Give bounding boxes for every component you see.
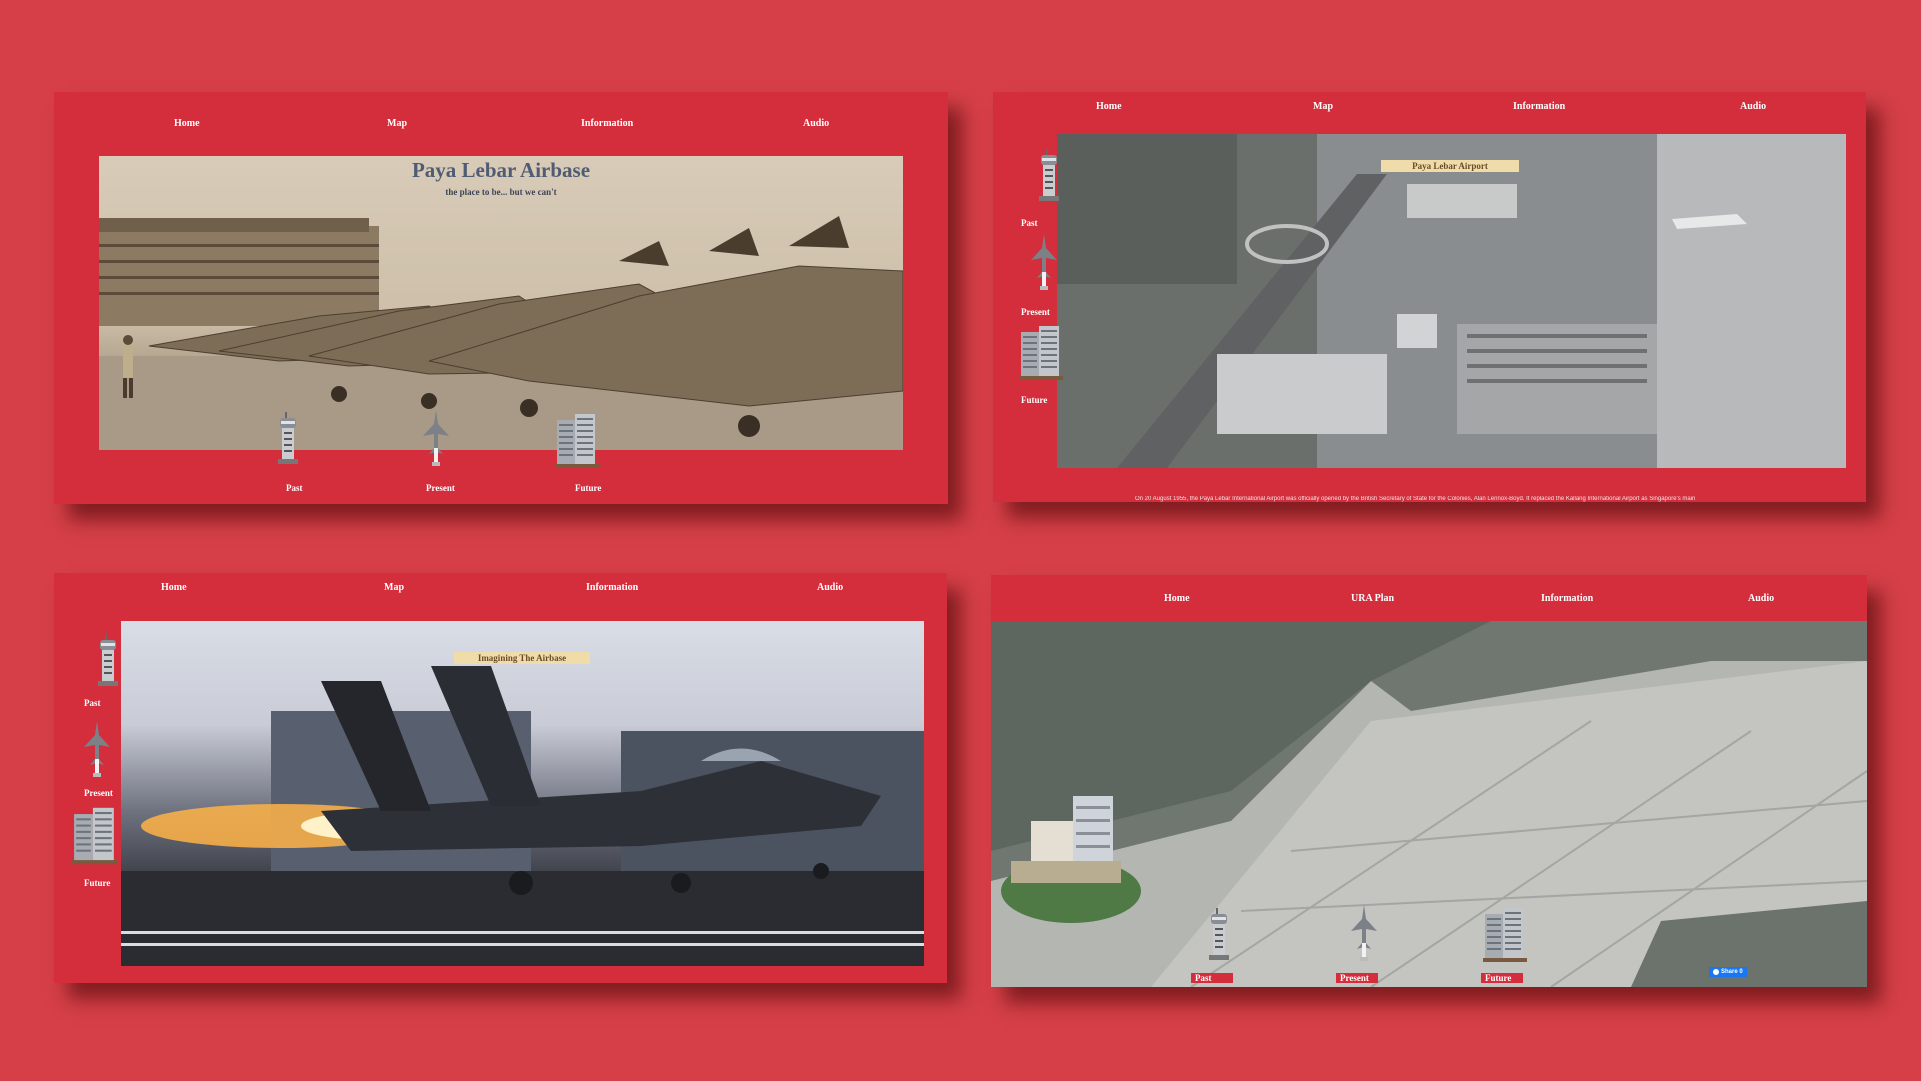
- icon-label-past[interactable]: Past: [286, 483, 303, 493]
- icon-label-future[interactable]: Future: [1481, 973, 1523, 983]
- panel-imagining: Home Map Information Audio Imagining The…: [54, 573, 947, 983]
- nav-bar: Home Map Information Audio: [54, 582, 947, 612]
- aerial-photo: [1057, 134, 1846, 468]
- nav-audio[interactable]: Audio: [1748, 593, 1775, 604]
- jet-icon[interactable]: [421, 410, 451, 466]
- nav-map[interactable]: Map: [387, 118, 407, 129]
- nav-bar: Home Map Information Audio: [54, 118, 948, 148]
- nav-information[interactable]: Information: [1513, 101, 1566, 112]
- tower-icon[interactable]: [1207, 905, 1231, 963]
- nav-information[interactable]: Information: [581, 118, 634, 129]
- nav-information[interactable]: Information: [1541, 593, 1594, 604]
- building-icon[interactable]: [72, 805, 118, 865]
- map-caption: On 20 August 1955, the Paya Lebar Intern…: [1135, 496, 1696, 502]
- icon-label-past[interactable]: Past: [84, 698, 101, 708]
- nav-home[interactable]: Home: [174, 118, 200, 129]
- nav-audio[interactable]: Audio: [803, 118, 830, 129]
- nav-home[interactable]: Home: [1096, 101, 1122, 112]
- nav-map[interactable]: Map: [384, 582, 404, 593]
- jet-icon[interactable]: [1349, 903, 1379, 963]
- jet-photo: [121, 621, 924, 966]
- icon-label-present[interactable]: Present: [1336, 973, 1378, 983]
- icon-label-present[interactable]: Present: [426, 483, 455, 493]
- nav-bar: Home URA Plan Information Audio: [991, 593, 1867, 623]
- facebook-share-button[interactable]: Share 0: [1709, 967, 1747, 977]
- nav-audio[interactable]: Audio: [817, 582, 844, 593]
- icon-label-past[interactable]: Past: [1191, 973, 1233, 983]
- panel-map: Home Map Information Audio Paya Lebar Ai…: [993, 92, 1866, 502]
- imagining-banner: Imagining The Airbase: [454, 652, 590, 664]
- hero-subtitle: the place to be... but we can't: [445, 187, 557, 197]
- building-icon[interactable]: [555, 412, 599, 468]
- nav-home[interactable]: Home: [161, 582, 187, 593]
- map-banner: Paya Lebar Airport: [1381, 160, 1519, 172]
- icon-label-present[interactable]: Present: [84, 788, 113, 798]
- jet-icon[interactable]: [1029, 232, 1059, 292]
- tower-icon[interactable]: [276, 412, 300, 464]
- tower-icon[interactable]: [1037, 144, 1061, 206]
- panel-home: Home Map Information Audio: [54, 92, 948, 504]
- jets-illustration: [99, 216, 903, 450]
- jet-icon[interactable]: [82, 717, 112, 781]
- facebook-icon: [1713, 969, 1719, 975]
- icon-label-future[interactable]: Future: [84, 878, 111, 888]
- nav-audio[interactable]: Audio: [1740, 101, 1767, 112]
- building-icon[interactable]: [1019, 324, 1063, 380]
- nav-home[interactable]: Home: [1164, 593, 1190, 604]
- jet-takeoff-illustration: [121, 666, 924, 966]
- tower-icon[interactable]: [96, 628, 120, 692]
- share-label: Share 0: [1721, 969, 1743, 975]
- nav-map[interactable]: Map: [1313, 101, 1333, 112]
- panel-ura-plan: Home URA Plan Information Audio: [991, 575, 1867, 987]
- site-photo: [991, 621, 1867, 987]
- icon-label-future[interactable]: Future: [575, 483, 602, 493]
- icon-label-past[interactable]: Past: [1021, 218, 1038, 228]
- building-icon[interactable]: [1483, 905, 1527, 963]
- hero-title: Paya Lebar Airbase: [411, 158, 591, 182]
- icon-label-present[interactable]: Present: [1021, 307, 1050, 317]
- nav-ura-plan[interactable]: URA Plan: [1351, 593, 1395, 604]
- site-aerial-illustration: [991, 621, 1867, 987]
- nav-information[interactable]: Information: [586, 582, 639, 593]
- airport-aerial-illustration: [1057, 134, 1846, 468]
- icon-label-future[interactable]: Future: [1021, 395, 1048, 405]
- hero-photo: Paya Lebar Airbase the place to be... bu…: [99, 156, 903, 450]
- nav-bar: Home Map Information Audio: [993, 101, 1866, 131]
